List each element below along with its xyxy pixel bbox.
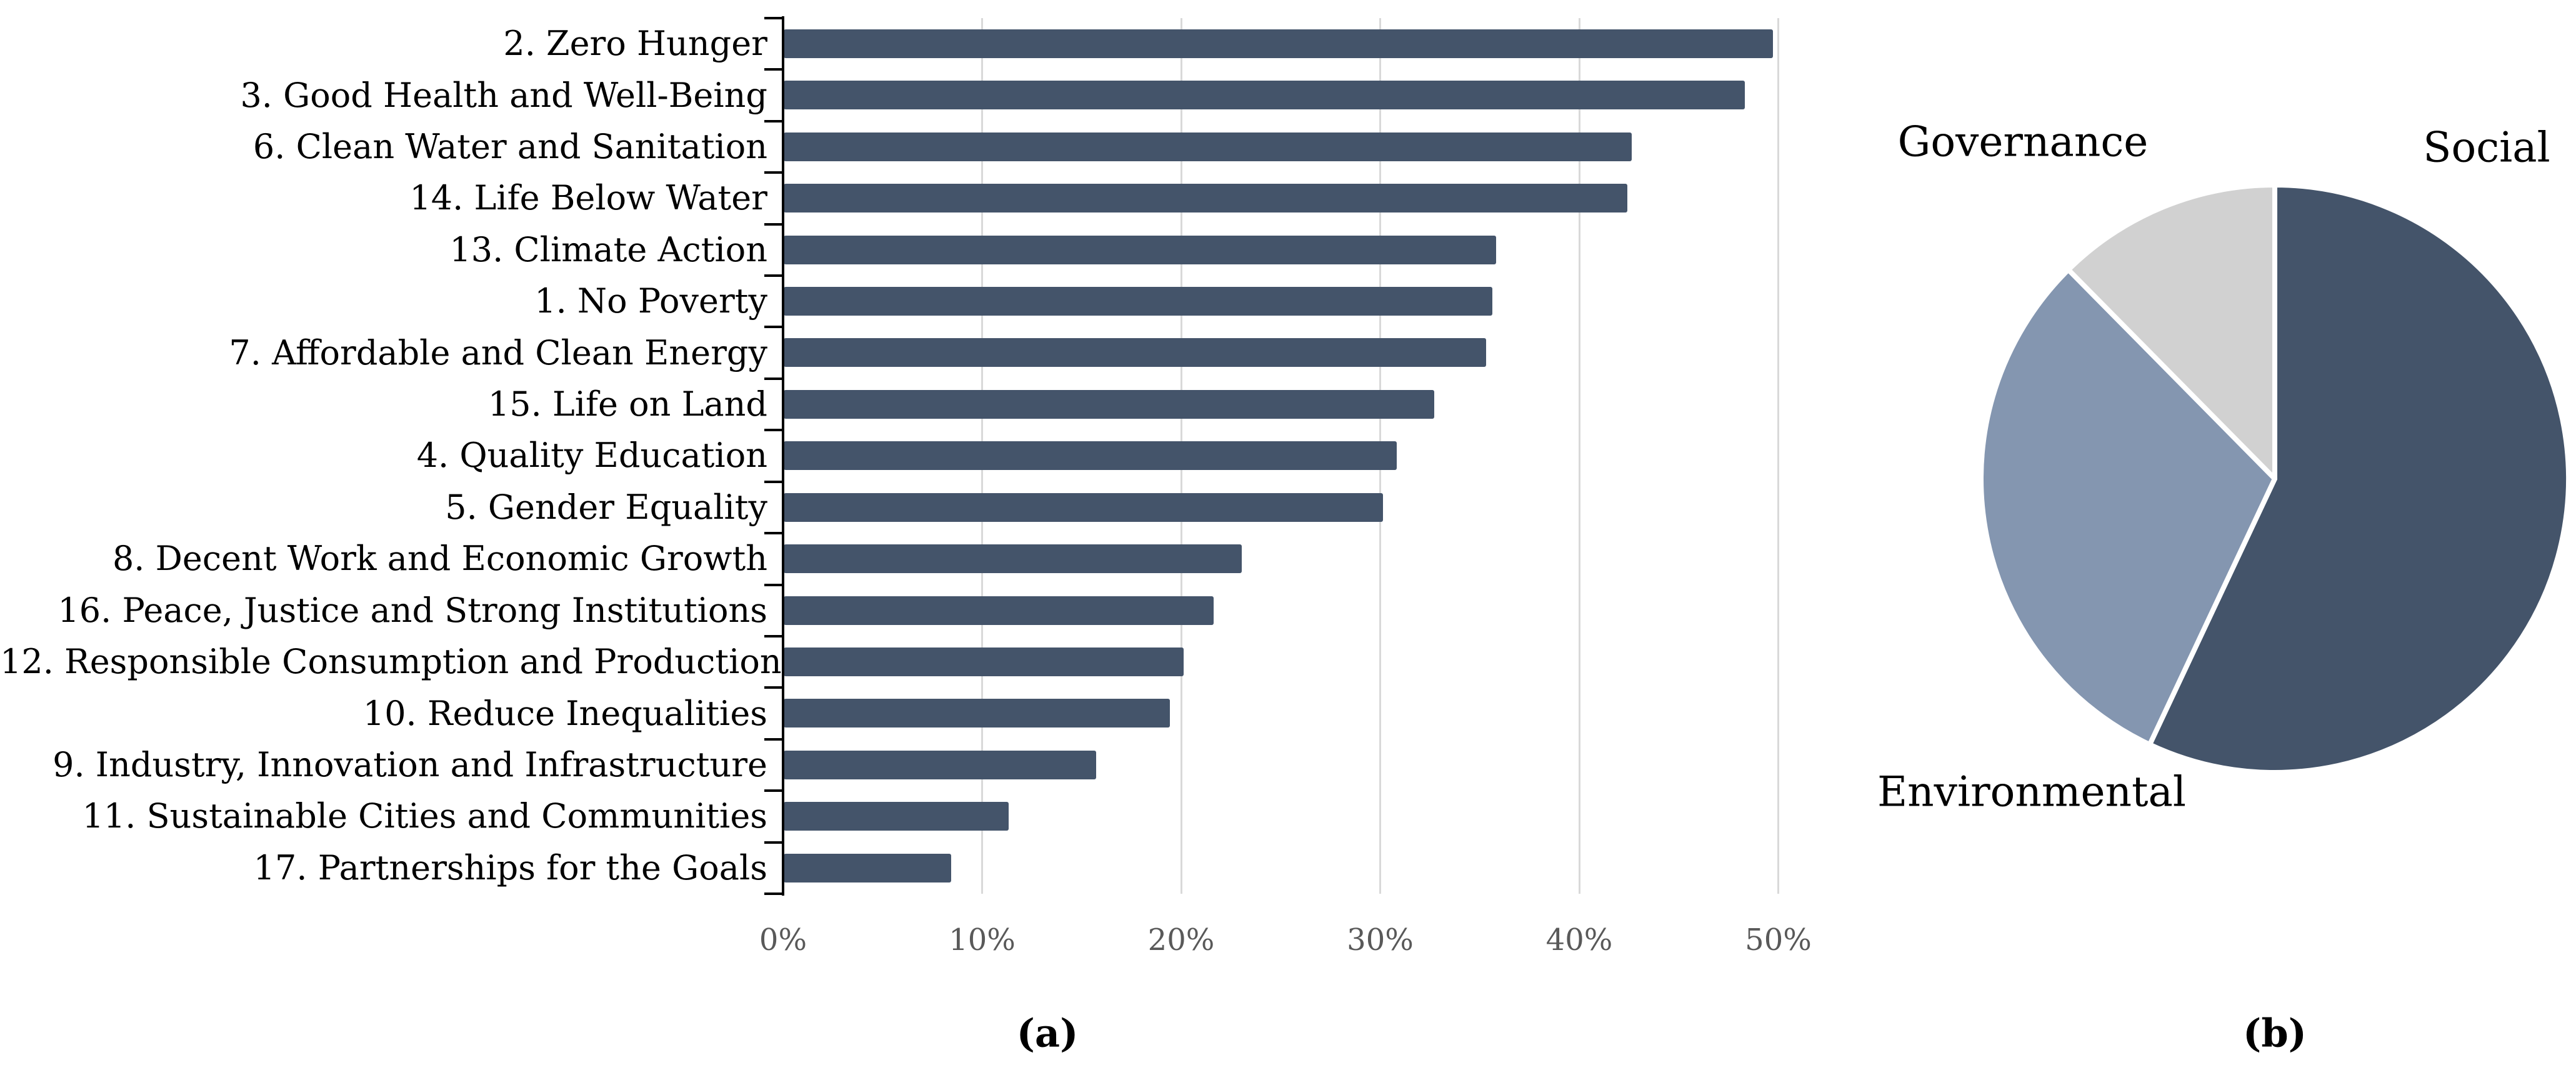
x-axis-tick-label: 50% bbox=[1745, 922, 1812, 958]
pie-slice-label-environmental: Environmental bbox=[1877, 768, 2187, 816]
caption-b: (b) bbox=[2242, 1010, 2307, 1056]
category-label: 3. Good Health and Well-Being bbox=[240, 75, 767, 115]
bar bbox=[784, 29, 1773, 58]
pie-slice-social bbox=[2147, 182, 2571, 775]
bar bbox=[784, 389, 1435, 419]
axis-tick bbox=[764, 841, 783, 844]
gridline bbox=[1777, 18, 1779, 894]
axis-tick bbox=[764, 532, 783, 535]
bar bbox=[784, 699, 1170, 728]
category-label: 5. Gender Equality bbox=[445, 487, 767, 527]
bar bbox=[784, 647, 1184, 676]
axis-tick bbox=[764, 119, 783, 122]
category-label: 16. Peace, Justice and Strong Institutio… bbox=[57, 590, 767, 630]
axis-tick bbox=[764, 789, 783, 792]
axis-tick bbox=[764, 68, 783, 71]
category-axis-labels: 2. Zero Hunger 3. Good Health and Well-Be… bbox=[0, 18, 782, 894]
axis-tick bbox=[764, 480, 783, 483]
category-label: 13. Climate Action bbox=[449, 229, 767, 269]
bar bbox=[784, 287, 1492, 316]
pie-slice-environmental bbox=[1978, 267, 2277, 748]
category-axis-line bbox=[782, 16, 784, 896]
category-label: 10. Reduce Inequalities bbox=[362, 693, 767, 733]
category-label: 1. No Poverty bbox=[534, 281, 767, 321]
axis-tick bbox=[764, 429, 783, 432]
category-label: 2. Zero Hunger bbox=[503, 24, 767, 64]
category-label: 7. Affordable and Clean Energy bbox=[229, 332, 767, 372]
x-axis-tick-label: 10% bbox=[949, 922, 1016, 958]
bar-plot-area bbox=[764, 16, 1833, 896]
category-label: 6. Clean Water and Sanitation bbox=[252, 126, 767, 166]
x-axis-tick-label: 20% bbox=[1147, 922, 1215, 958]
category-label: 9. Industry, Innovation and Infrastructu… bbox=[52, 744, 767, 784]
bar bbox=[784, 81, 1745, 110]
category-label: 17. Partnerships for the Goals bbox=[253, 848, 767, 888]
axis-tick bbox=[764, 892, 783, 895]
x-axis-tick-label: 30% bbox=[1347, 922, 1414, 958]
axis-tick bbox=[764, 377, 783, 380]
x-axis-tick-label: 0% bbox=[759, 922, 807, 958]
bar bbox=[784, 544, 1242, 574]
axis-tick bbox=[764, 17, 783, 19]
bar bbox=[784, 853, 951, 882]
bar bbox=[784, 184, 1628, 213]
category-label: 8. Decent Work and Economic Growth bbox=[112, 539, 767, 579]
pie-slice-label-social: Social bbox=[2423, 123, 2550, 172]
pie-slice-governance bbox=[2065, 182, 2277, 481]
bar bbox=[784, 802, 1009, 831]
axis-tick bbox=[764, 326, 783, 329]
bar bbox=[784, 235, 1497, 264]
category-label: 15. Life on Land bbox=[487, 384, 767, 424]
gridline bbox=[1578, 18, 1580, 894]
axis-tick bbox=[764, 171, 783, 174]
bar bbox=[784, 338, 1487, 368]
x-axis-tick-label: 40% bbox=[1545, 922, 1613, 958]
axis-tick bbox=[764, 686, 783, 689]
axis-tick bbox=[764, 634, 783, 638]
bar bbox=[784, 132, 1632, 161]
pie-chart bbox=[1978, 182, 2571, 775]
caption-a: (a) bbox=[1016, 1010, 1079, 1056]
axis-tick bbox=[764, 583, 783, 586]
bar bbox=[784, 441, 1397, 471]
bar bbox=[784, 492, 1383, 522]
category-label: 4. Quality Education bbox=[416, 436, 767, 476]
category-label: 14. Life Below Water bbox=[409, 178, 767, 218]
bar bbox=[784, 750, 1097, 779]
pie-slice-label-governance: Governance bbox=[1897, 118, 2149, 166]
category-label: 11. Sustainable Cities and Communities bbox=[82, 796, 767, 836]
axis-tick bbox=[764, 738, 783, 741]
axis-tick bbox=[764, 222, 783, 226]
bar bbox=[784, 596, 1214, 625]
axis-tick bbox=[764, 274, 783, 278]
category-label: 12. Responsible Consumption and Producti… bbox=[0, 642, 782, 682]
